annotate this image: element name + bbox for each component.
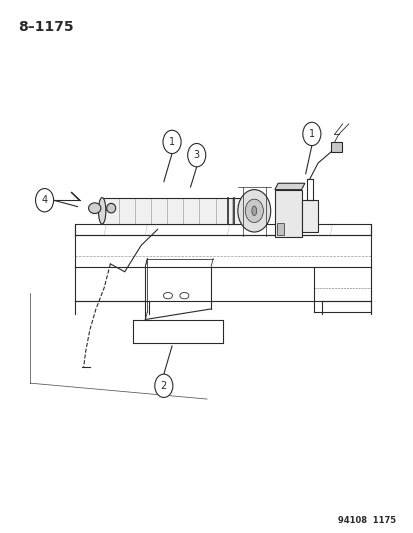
Bar (274, 190, 301, 237)
Circle shape (187, 143, 205, 167)
Bar (330, 142, 341, 152)
Circle shape (36, 189, 54, 212)
Ellipse shape (247, 195, 256, 227)
Ellipse shape (98, 198, 106, 224)
Text: 4: 4 (41, 195, 47, 205)
Text: 2: 2 (160, 381, 166, 391)
Circle shape (244, 199, 263, 222)
Text: 1: 1 (169, 137, 175, 147)
Bar (301, 200, 317, 232)
Circle shape (302, 122, 320, 146)
Polygon shape (274, 183, 304, 190)
Circle shape (237, 190, 270, 232)
Ellipse shape (88, 203, 101, 214)
Text: 8–1175: 8–1175 (18, 20, 73, 34)
Bar (276, 223, 284, 235)
Ellipse shape (107, 204, 115, 213)
Circle shape (154, 374, 173, 398)
Ellipse shape (251, 206, 256, 216)
Text: 3: 3 (193, 150, 199, 160)
Text: 1: 1 (308, 129, 314, 139)
Circle shape (163, 130, 180, 154)
Text: 94108  1175: 94108 1175 (337, 516, 395, 525)
Bar (102, 198, 252, 224)
